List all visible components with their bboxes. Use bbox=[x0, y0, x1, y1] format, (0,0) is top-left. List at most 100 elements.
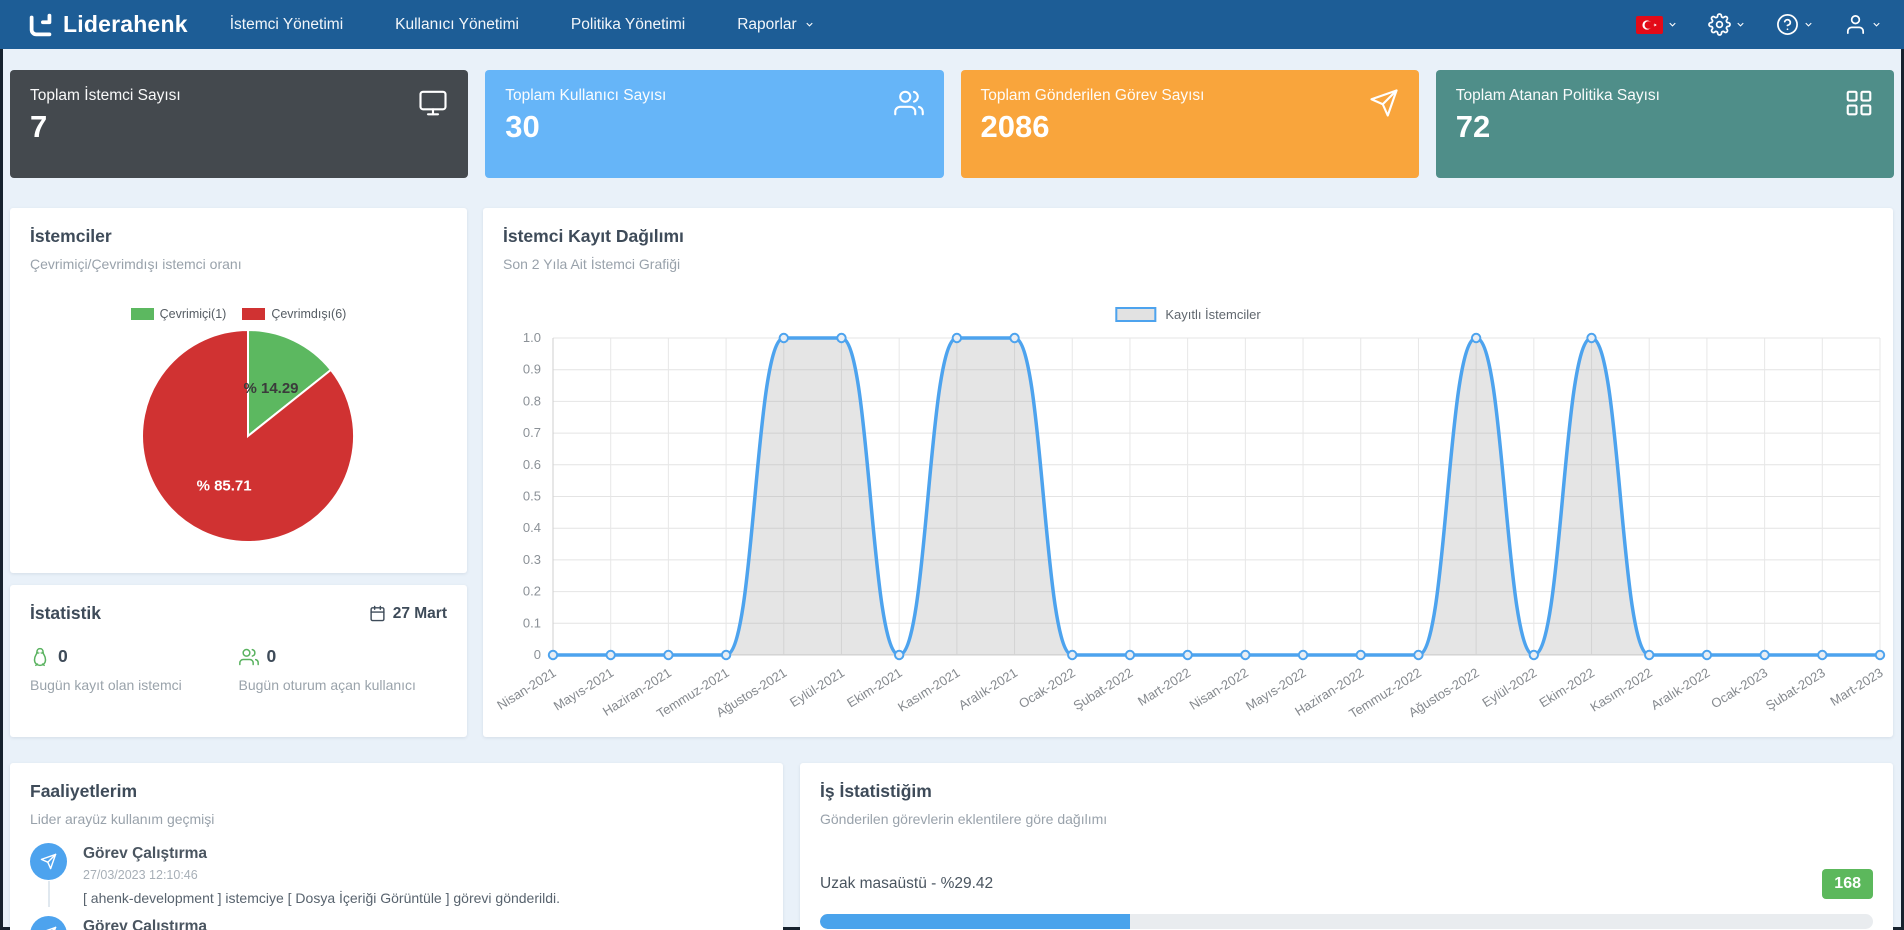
top-navbar: Liderahenk İstemci Yönetimi Kullanıcı Yö… bbox=[0, 0, 1904, 49]
stat-card-value: 7 bbox=[30, 109, 448, 145]
activity-title: Görev Çalıştırma bbox=[83, 843, 560, 863]
chart-data-point bbox=[1241, 651, 1249, 659]
send-icon bbox=[40, 926, 57, 930]
y-axis-tick-label: 0.6 bbox=[523, 457, 541, 472]
legend-swatch-online bbox=[131, 308, 154, 320]
chart-data-point bbox=[1357, 651, 1365, 659]
chart-data-point bbox=[1760, 651, 1768, 659]
chart-data-point bbox=[1068, 651, 1076, 659]
panel-subtitle: Lider arayüz kullanım geçmişi bbox=[30, 811, 763, 827]
stat-card-value: 2086 bbox=[981, 109, 1399, 145]
task-stat-row: Uzak masaüstü - %29.42 168 bbox=[820, 869, 1873, 899]
legend-item-online[interactable]: Çevrimiçi(1) bbox=[131, 307, 227, 321]
legend-item-offline[interactable]: Çevrimdışı(6) bbox=[242, 307, 346, 321]
liderahenk-dashboard: { "navbar": { "brand": "Liderahenk", "it… bbox=[0, 0, 1904, 930]
nav-item-politika-yonetimi[interactable]: Politika Yönetimi bbox=[571, 16, 685, 34]
x-axis-month-label: Kasım-2022 bbox=[1587, 665, 1654, 715]
stat-card-label: Toplam Atanan Politika Sayısı bbox=[1456, 87, 1874, 105]
date-text: 27 Mart bbox=[393, 605, 447, 623]
activities-panel: Faaliyetlerim Lider arayüz kullanım geçm… bbox=[10, 763, 783, 930]
y-axis-tick-label: 0.8 bbox=[523, 393, 541, 408]
stat-item-registered-clients: 0 Bugün kayıt olan istemci bbox=[30, 646, 239, 693]
stat-card-value: 30 bbox=[505, 109, 923, 145]
pie-legend: Çevrimiçi(1) Çevrimdışı(6) bbox=[10, 307, 467, 321]
stat-label: Bugün kayıt olan istemci bbox=[30, 677, 239, 693]
main-menu: İstemci Yönetimi Kullanıcı Yönetimi Poli… bbox=[230, 16, 815, 34]
x-axis-month-label: Nisan-2022 bbox=[1187, 665, 1251, 713]
activity-description: [ ahenk-development ] istemciye [ Dosya … bbox=[83, 890, 560, 906]
x-axis-month-label: Nisan-2021 bbox=[494, 665, 558, 713]
help-menu[interactable] bbox=[1776, 13, 1814, 36]
panel-subtitle: Gönderilen görevlerin eklentilere göre d… bbox=[820, 811, 1873, 827]
legend-label: Kayıtlı İstemciler bbox=[1165, 307, 1260, 322]
stat-card-label: Toplam Kullanıcı Sayısı bbox=[505, 87, 923, 105]
chart-data-point bbox=[1414, 651, 1422, 659]
task-progress-fill bbox=[820, 914, 1130, 929]
panel-title: İstemci Kayıt Dağılımı bbox=[503, 226, 1873, 247]
pie-percent-label: % 14.29 bbox=[243, 380, 298, 397]
task-progress-track bbox=[820, 914, 1873, 929]
panel-title: İş İstatistiğim bbox=[820, 781, 1873, 802]
stat-card-total-tasks: Toplam Gönderilen Görev Sayısı 2086 bbox=[961, 70, 1419, 178]
activity-item: Görev Çalıştırma bbox=[30, 916, 763, 930]
y-axis-tick-label: 0.9 bbox=[523, 362, 541, 377]
users-group-icon bbox=[239, 647, 259, 667]
chart-data-point bbox=[1299, 651, 1307, 659]
x-axis-month-label: Şubat-2022 bbox=[1071, 665, 1136, 713]
timeline-connector bbox=[48, 881, 50, 907]
stat-card-total-policies: Toplam Atanan Politika Sayısı 72 bbox=[1436, 70, 1894, 178]
chart-data-point bbox=[1530, 651, 1538, 659]
user-menu[interactable] bbox=[1844, 13, 1882, 36]
online-offline-pie-chart[interactable]: % 14.29 % 85.71 bbox=[10, 324, 467, 569]
brand-name: Liderahenk bbox=[63, 11, 188, 38]
stat-value: 0 bbox=[267, 646, 277, 667]
y-axis-tick-label: 0.7 bbox=[523, 425, 541, 440]
chevron-down-icon bbox=[804, 19, 815, 30]
task-statistics-panel: İş İstatistiğim Gönderilen görevlerin ek… bbox=[800, 763, 1893, 930]
chart-data-point bbox=[1818, 651, 1826, 659]
turkish-flag-icon bbox=[1636, 16, 1663, 34]
send-icon bbox=[40, 853, 57, 870]
chevron-down-icon bbox=[1871, 19, 1882, 30]
chart-data-point bbox=[606, 651, 614, 659]
chart-data-point bbox=[837, 334, 845, 342]
penguin-icon bbox=[30, 647, 50, 667]
nav-item-kullanici-yonetimi[interactable]: Kullanıcı Yönetimi bbox=[395, 16, 519, 34]
task-plugin-label: Uzak masaüstü - %29.42 bbox=[820, 875, 993, 893]
y-axis-tick-label: 0.5 bbox=[523, 489, 541, 504]
task-count-badge: 168 bbox=[1822, 869, 1873, 899]
chart-data-point bbox=[1876, 651, 1884, 659]
x-axis-month-label: Mart-2022 bbox=[1135, 665, 1193, 709]
line-chart-legend[interactable]: Kayıtlı İstemciler bbox=[1115, 307, 1260, 322]
legend-swatch-registered-clients bbox=[1115, 307, 1156, 322]
x-axis-month-label: Aralık-2022 bbox=[1648, 665, 1712, 713]
chevron-down-icon bbox=[1735, 19, 1746, 30]
gear-icon bbox=[1708, 13, 1731, 36]
statistic-panel: İstatistik 27 Mart 0 Bugün kayıt olan is… bbox=[10, 585, 467, 737]
language-selector[interactable] bbox=[1636, 16, 1678, 34]
x-axis-month-label: Ocak-2022 bbox=[1016, 665, 1078, 711]
settings-menu[interactable] bbox=[1708, 13, 1746, 36]
activity-item: Görev Çalıştırma 27/03/2023 12:10:46 [ a… bbox=[30, 843, 763, 906]
chevron-down-icon bbox=[1803, 19, 1814, 30]
stat-label: Bugün oturum açan kullanıcı bbox=[239, 677, 448, 693]
calendar-icon bbox=[369, 605, 386, 622]
send-icon bbox=[1369, 88, 1399, 118]
nav-item-raporlar[interactable]: Raporlar bbox=[737, 16, 814, 34]
panel-subtitle: Çevrimiçi/Çevrimdışı istemci oranı bbox=[30, 256, 447, 272]
y-axis-tick-label: 0.4 bbox=[523, 520, 541, 535]
stat-card-value: 72 bbox=[1456, 109, 1874, 145]
stat-card-total-users: Toplam Kullanıcı Sayısı 30 bbox=[485, 70, 943, 178]
pie-percent-label: % 85.71 bbox=[197, 478, 252, 495]
chart-data-point bbox=[549, 651, 557, 659]
brand-logo[interactable]: Liderahenk bbox=[26, 10, 188, 40]
stat-card-total-clients: Toplam İstemci Sayısı 7 bbox=[10, 70, 468, 178]
x-axis-month-label: Eylül-2021 bbox=[787, 665, 847, 710]
client-registration-line-chart[interactable]: 00.10.20.30.40.50.60.70.80.91.0Nisan-202… bbox=[483, 326, 1893, 731]
chevron-down-icon bbox=[1667, 19, 1678, 30]
chart-data-point bbox=[722, 651, 730, 659]
nav-item-istemci-yonetimi[interactable]: İstemci Yönetimi bbox=[230, 16, 343, 34]
nav-item-raporlar-label: Raporlar bbox=[737, 16, 796, 34]
y-axis-tick-label: 0.1 bbox=[523, 615, 541, 630]
date-display: 27 Mart bbox=[369, 605, 447, 623]
